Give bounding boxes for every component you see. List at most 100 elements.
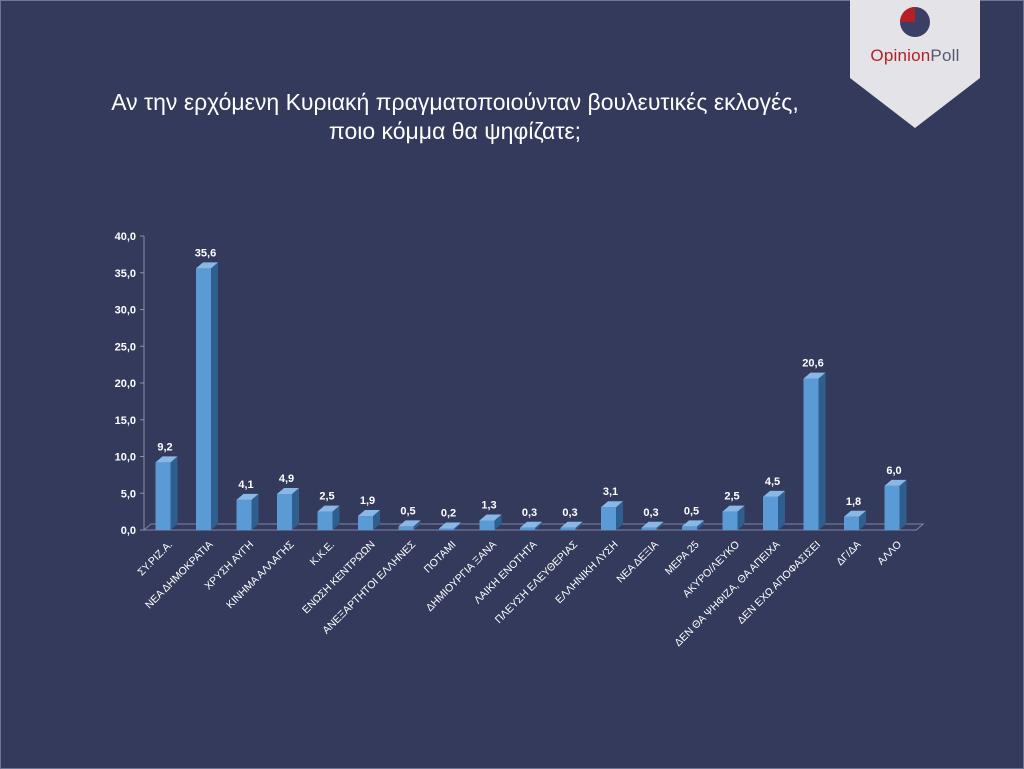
y-tick-label: 10,0 [115,452,136,464]
bar-top [601,501,623,508]
bar-value-label: 4,5 [765,476,780,488]
bar-value-label: 3,1 [603,486,618,498]
bar-front [317,511,333,530]
bar-side [818,372,826,530]
bar-top [722,505,745,512]
bar-side [656,521,664,530]
bar-top [763,490,785,497]
bar-value-label: 1,9 [360,495,375,507]
bar-front [277,493,292,530]
y-tick-label: 0,0 [121,525,136,537]
logo-badge [850,0,980,128]
bar-front [520,527,535,530]
chart-title: Αν την ερχόμενη Κυριακή πραγματοποιούντα… [40,88,870,146]
bar-side [211,262,218,530]
bar-top [358,510,380,517]
bar-front [358,516,373,530]
y-tick-label: 30,0 [115,305,136,317]
bar-top [520,521,542,528]
bar-value-label: 9,2 [157,441,172,453]
bar-top [398,520,421,527]
bar-side [292,487,299,530]
x-category-label: ΚΙΝΗΜΑ ΑΛΛΑΓΗΣ [224,538,297,611]
bar-side [494,514,502,530]
bar-top [682,520,704,527]
bar-front [803,378,819,530]
x-category-label: ΕΝΩΣΗ ΚΕΝΤΡΩΩΝ [300,539,378,617]
bar-side [413,520,421,530]
x-category-label: ΠΟΤΑΜΙ [422,539,459,576]
bar-top [317,505,340,512]
bar-top [479,514,502,521]
bar-side [899,479,907,530]
bar-value-label: 35,6 [195,247,216,259]
bar-front [398,526,414,530]
bar-value-label: 0,3 [643,507,658,519]
bar-side [737,505,745,530]
y-tick-label: 25,0 [115,341,136,353]
y-tick-label: 35,0 [115,268,136,280]
logo-word-poll: Poll [930,46,960,65]
bar-top [196,262,218,269]
bar-top [155,456,178,463]
bar-value-label: 1,8 [846,496,861,508]
bar-side [332,505,340,530]
bar-top [803,372,826,379]
x-category-label: ΔΕΝ ΕΧΩ ΑΠΟΦΑΣΙΣΕΙ [735,539,823,627]
x-category-label: ΑΛΛΟ [875,539,904,568]
bar-side [454,522,461,530]
x-category-label: ΔΓ/ΔΑ [834,539,864,569]
bar-value-label: 0,3 [562,507,577,519]
y-tick-label: 5,0 [121,488,136,500]
x-category-label: ΣΥ.ΡΙΖ.Α. [135,539,175,579]
bar-value-label: 0,3 [522,507,537,519]
bar-value-label: 0,5 [684,505,699,517]
bar-side [575,521,583,530]
x-category-label: ΜΕΡΑ 25 [663,539,702,578]
y-tick-label: 15,0 [115,415,136,427]
logo-wordmark: OpinionPoll [850,46,980,66]
bar-top [277,487,299,494]
bar-side [616,501,623,530]
bar-front [601,507,616,530]
bar-value-label: 4,1 [238,479,253,491]
bar-front [884,485,900,530]
bar-value-label: 20,6 [802,358,823,370]
bar-front [479,520,495,530]
bar-value-label: 0,2 [441,508,456,520]
bar-value-label: 2,5 [319,491,334,503]
bar-value-label: 2,5 [724,491,739,503]
bar-front [722,511,738,530]
bar-top [439,522,461,529]
bar-front [763,496,778,530]
bar-value-label: 1,3 [481,499,496,511]
bar-value-label: 0,5 [400,505,415,517]
chart-title-line-2: ποιο κόμμα θα ψηφίζατε; [328,118,582,144]
bar-front [682,526,697,530]
bar-top [884,479,907,486]
bar-side [170,456,178,530]
bar-front [196,268,211,530]
bar-side [697,520,704,530]
bar-front [439,528,454,530]
bar-front [560,527,576,530]
y-tick-label: 20,0 [115,378,136,390]
bar-side [251,493,259,530]
x-category-label: Κ.Κ.Ε. [308,539,338,569]
bar-top [236,493,259,500]
x-category-label: ΝΕΑ ΔΗΜΟΚΡΑΤΙΑ [143,539,216,612]
bar-side [535,521,542,530]
bar-value-label: 6,0 [886,465,901,477]
bar-front [844,516,859,530]
chart-floor [142,523,925,531]
bar-top [641,521,664,528]
bar-front [641,527,657,530]
bar-value-label: 4,9 [279,473,294,485]
bar-side [373,510,380,530]
bar-front [155,462,171,530]
bar-front [236,499,252,530]
bar-top [560,521,583,528]
bar-side [859,510,866,530]
x-category-label: ΔΗΜΙΟΥΡΓΙΑ ΞΑΝΑ [424,539,499,614]
